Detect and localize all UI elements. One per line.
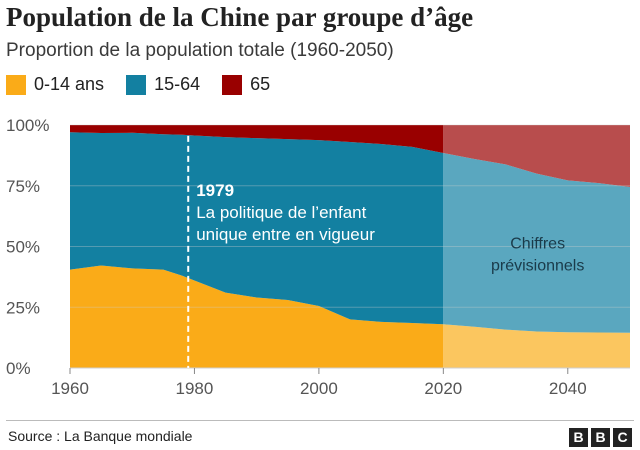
legend-label-old: 65	[250, 74, 271, 94]
x-tick-label: 2000	[300, 379, 338, 398]
legend-item-working: 15-64	[126, 74, 200, 95]
projection-annotation-text: Chiffres	[510, 236, 565, 253]
policy-annotation-text: La politique de l’enfant	[196, 203, 366, 222]
y-tick-label: 100%	[6, 116, 49, 135]
footer-divider	[6, 420, 634, 421]
legend-label-young: 0-14 ans	[34, 74, 105, 94]
x-tick-label: 2040	[549, 379, 587, 398]
bbc-logo-letter: B	[569, 428, 588, 447]
area-young-projection	[443, 324, 630, 368]
legend-label-working: 15-64	[154, 74, 201, 94]
legend-swatch-young	[6, 74, 26, 95]
y-tick-label: 50%	[6, 238, 40, 257]
source-note: Source : La Banque mondiale	[8, 428, 193, 444]
x-tick-label: 1960	[51, 379, 89, 398]
y-tick-label: 25%	[6, 298, 40, 317]
legend-item-old: 65	[222, 74, 270, 95]
x-tick-label: 1980	[176, 379, 214, 398]
legend-swatch-working	[126, 74, 147, 95]
chart-subtitle: Proportion de la population totale (1960…	[6, 40, 394, 61]
bbc-logo-letter: C	[613, 428, 632, 447]
x-tick-label: 2020	[424, 379, 462, 398]
area-young-historical	[70, 265, 444, 368]
area-working-historical	[70, 132, 444, 325]
legend-item-young: 0-14 ans	[6, 74, 104, 95]
y-tick-label: 75%	[6, 177, 40, 196]
y-tick-label: 0%	[6, 359, 31, 378]
legend-swatch-old	[222, 74, 243, 95]
policy-annotation-text: unique entre en vigueur	[196, 225, 375, 244]
area-old-historical	[70, 125, 444, 153]
legend: 0-14 ans 15-64 65	[6, 74, 292, 95]
area-old-projection	[443, 125, 630, 187]
bbc-logo: B B C	[566, 428, 632, 447]
bbc-logo-letter: B	[591, 428, 610, 447]
population-area-chart: 0% 25% 50% 75% 100% 1960 1980 2000 2020 2040 1979 L…	[6, 116, 630, 398]
projection-annotation-text: prévisionnels	[491, 258, 584, 275]
chart-title: Population de la Chine par groupe d’âge	[6, 2, 474, 32]
area-working-projection	[443, 152, 630, 333]
policy-annotation-year: 1979	[196, 181, 234, 200]
